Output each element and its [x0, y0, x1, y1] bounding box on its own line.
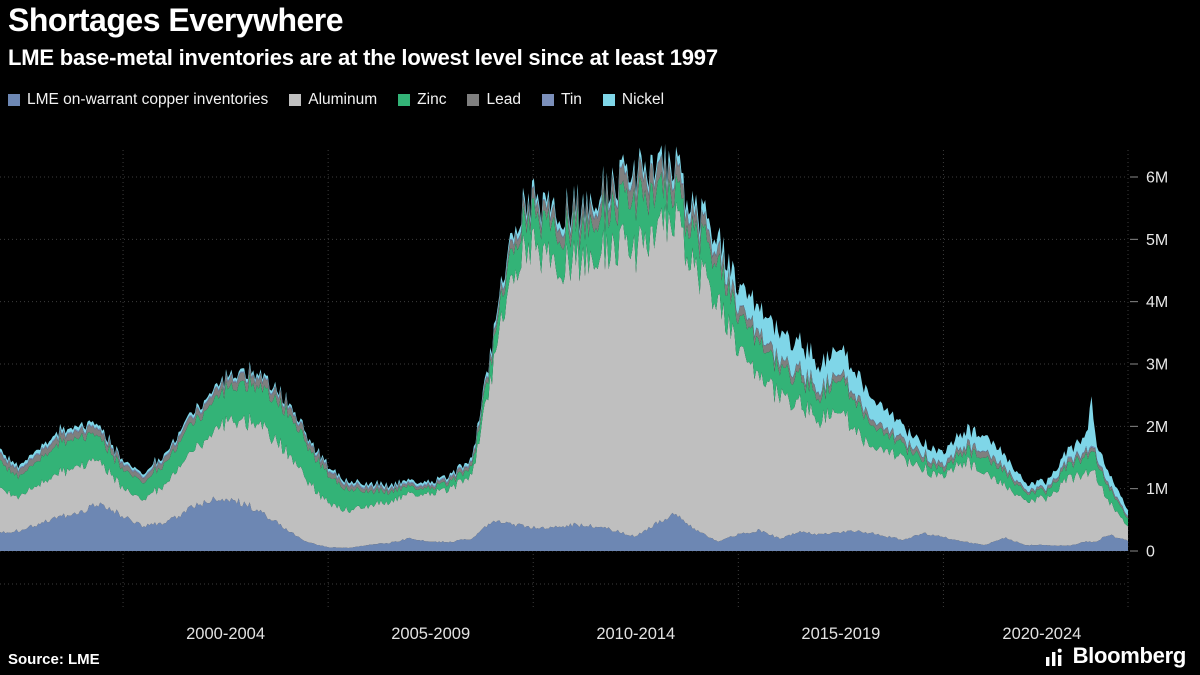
area-copper — [0, 496, 1128, 551]
x-axis-label-2010-2014: 2010-2014 — [596, 625, 675, 643]
chart-title: Shortages Everywhere — [8, 2, 344, 38]
y-axis-label-0: 0 — [1146, 544, 1155, 561]
area-aluminum — [0, 201, 1128, 548]
y-axis-label-3M: 3M — [1146, 357, 1168, 374]
legend: LME on-warrant copper inventories Aluminu… — [8, 91, 664, 109]
bloomberg-logo: Bloomberg — [1045, 643, 1186, 669]
legend-label-lead: Lead — [486, 91, 521, 108]
legend-swatch-nickel — [602, 94, 615, 106]
x-axis-label-2020-2024: 2020-2024 — [1002, 625, 1081, 643]
legend-item-lead: Lead — [467, 91, 521, 109]
legend-item-aluminum: Aluminum — [289, 91, 377, 109]
legend-swatch-aluminum — [289, 94, 302, 106]
legend-label-tin: Tin — [560, 91, 582, 108]
legend-label-aluminum: Aluminum — [308, 91, 378, 108]
legend-item-nickel: Nickel — [602, 91, 665, 109]
bloomberg-wordmark: Bloomberg — [1072, 643, 1187, 668]
x-axis-label-2015-2019: 2015-2019 — [801, 625, 880, 643]
bloomberg-icon — [1045, 648, 1062, 666]
area-zinc — [0, 171, 1128, 527]
y-axis-label-6M: 6M — [1146, 170, 1168, 187]
legend-swatch-copper — [8, 94, 20, 106]
x-axis-label-2000-2004: 2000-2004 — [186, 625, 265, 643]
chart-subtitle: LME base-metal inventories are at the lo… — [8, 45, 718, 70]
y-axis-label-1M: 1M — [1146, 481, 1168, 498]
legend-swatch-lead — [467, 94, 480, 106]
legend-label-copper: LME on-warrant copper inventories — [27, 91, 269, 108]
legend-swatch-zinc — [398, 94, 411, 106]
x-axis-label-2005-2009: 2005-2009 — [391, 625, 470, 643]
legend-label-zinc: Zinc — [417, 91, 447, 108]
y-axis-label-2M: 2M — [1146, 419, 1168, 436]
source-label: Source: LME — [8, 651, 100, 668]
legend-label-nickel: Nickel — [621, 91, 665, 108]
legend-swatch-tin — [541, 94, 554, 106]
y-axis-label-5M: 5M — [1146, 232, 1168, 249]
area-nickel — [0, 143, 1128, 516]
legend-item-copper: LME on-warrant copper inventories — [8, 91, 268, 109]
legend-item-tin: Tin — [541, 91, 582, 109]
y-axis-label-4M: 4M — [1146, 294, 1168, 311]
legend-item-zinc: Zinc — [398, 91, 446, 109]
